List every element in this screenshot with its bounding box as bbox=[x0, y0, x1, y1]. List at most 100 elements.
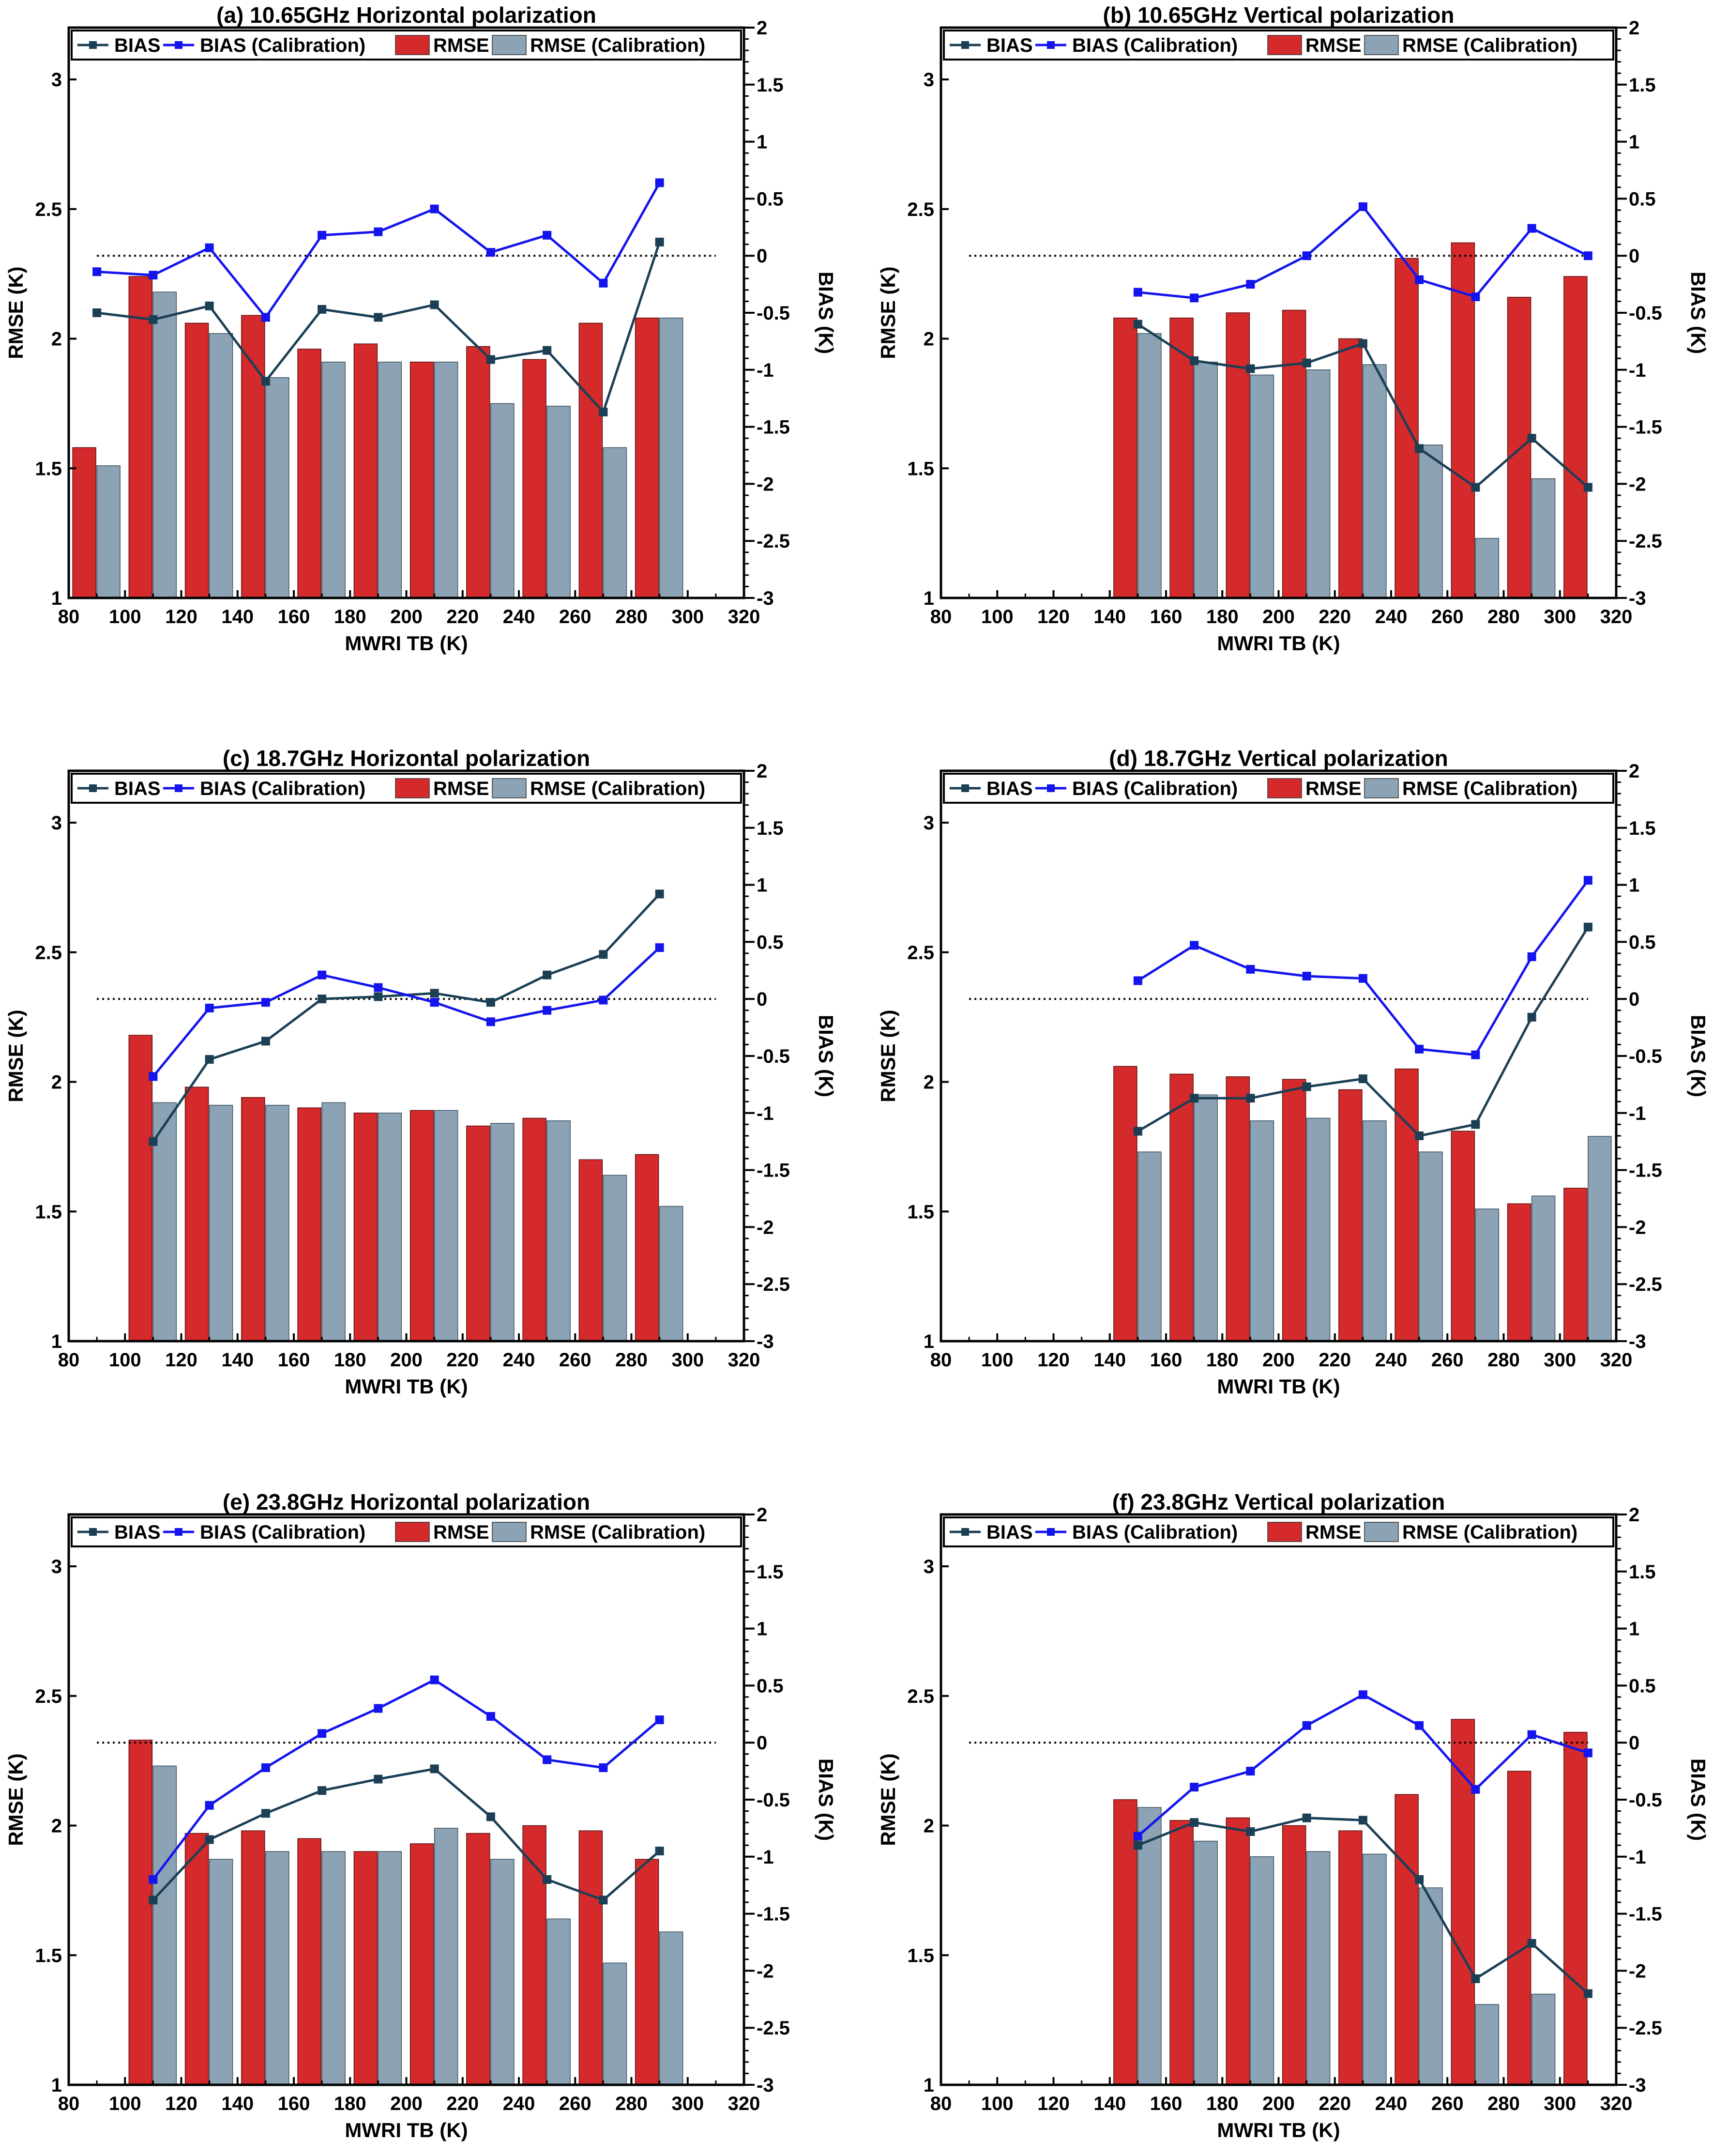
y2-tick-label: 2 bbox=[757, 17, 767, 39]
rmse-bar bbox=[297, 1107, 321, 1342]
rmse-bar bbox=[241, 315, 265, 598]
x-tick-label: 100 bbox=[981, 1349, 1014, 1371]
x-tick-label: 220 bbox=[446, 1349, 479, 1371]
rmse-calibration-bar bbox=[659, 1206, 683, 1342]
rmse-bar bbox=[72, 447, 96, 598]
y-tick-label: 1 bbox=[924, 588, 934, 609]
bias-point bbox=[430, 300, 439, 309]
bias-calibration-point bbox=[261, 1763, 270, 1773]
y2-tick-label: -1.5 bbox=[1629, 417, 1662, 438]
x-tick-label: 200 bbox=[1262, 2093, 1295, 2114]
x-tick-label: 120 bbox=[165, 1349, 197, 1371]
bias-calibration-point bbox=[486, 248, 495, 257]
rmse-bar bbox=[522, 1825, 546, 2085]
y2-tick-label: 2 bbox=[1629, 17, 1639, 39]
x-tick-label: 180 bbox=[1206, 2093, 1239, 2114]
rmse-calibration-bar bbox=[1419, 1887, 1443, 2085]
y2-tick-label: -1.5 bbox=[757, 417, 790, 438]
bias-calibration-point bbox=[599, 278, 608, 288]
x-tick-label: 100 bbox=[981, 606, 1014, 627]
bias-calibration-point bbox=[1471, 1050, 1480, 1059]
bias-point bbox=[1190, 356, 1199, 365]
legend-bar-swatch bbox=[395, 35, 430, 55]
bias-calibration-point bbox=[599, 1763, 608, 1773]
bias-calibration-point bbox=[1246, 964, 1255, 974]
y2-tick-label: 0.5 bbox=[757, 188, 784, 210]
rmse-bar bbox=[353, 343, 378, 598]
panel-title: (a) 10.65GHz Horizontal polarization bbox=[216, 2, 596, 28]
legend-marker-swatch bbox=[1047, 784, 1055, 792]
x-tick-label: 100 bbox=[981, 2093, 1014, 2114]
x-tick-label: 220 bbox=[1319, 2093, 1351, 2114]
x-tick-label: 100 bbox=[109, 1349, 141, 1371]
y2-tick-label: 0 bbox=[757, 989, 767, 1010]
x-tick-label: 240 bbox=[503, 1349, 535, 1371]
bias-calibration-point bbox=[1583, 876, 1592, 885]
legend-bar-swatch bbox=[1267, 778, 1302, 798]
x-tick-label: 180 bbox=[334, 1349, 366, 1371]
rmse-calibration-bar bbox=[1531, 1195, 1556, 1342]
legend: BIAS BIAS (Calibration) RMSE RMSE (Calibrat… bbox=[71, 30, 742, 61]
x-tick-label: 260 bbox=[1431, 1349, 1464, 1371]
legend-marker-swatch bbox=[175, 784, 182, 792]
y2-tick-label: -2.5 bbox=[1629, 1274, 1662, 1295]
y2-tick-label: -2.5 bbox=[1629, 531, 1662, 552]
x-tick-label: 280 bbox=[1487, 606, 1520, 627]
y2-tick-label: -1 bbox=[757, 1103, 774, 1124]
chart-panel: (b) 10.65GHz Vertical polarization 80 100 1… bbox=[877, 2, 1710, 655]
rmse-calibration-bar bbox=[1475, 1208, 1500, 1342]
bias-point bbox=[486, 998, 495, 1007]
rmse-bar bbox=[184, 1833, 209, 2085]
rmse-bar bbox=[1451, 242, 1475, 598]
y2-axis-title: BIAS (K) bbox=[815, 272, 837, 354]
legend-label: RMSE (Calibration) bbox=[1402, 35, 1577, 56]
x-tick-label: 180 bbox=[334, 606, 366, 627]
legend-label: BIAS bbox=[986, 1522, 1033, 1543]
rmse-bar bbox=[409, 361, 434, 598]
y-tick-label: 2.5 bbox=[907, 1686, 934, 1707]
x-tick-label: 120 bbox=[165, 2093, 197, 2114]
bias-point bbox=[655, 889, 664, 899]
rmse-bar bbox=[1282, 309, 1306, 598]
y-tick-label: 2.5 bbox=[907, 942, 934, 963]
bias-point bbox=[1415, 1131, 1424, 1140]
bias-calibration-line bbox=[152, 1678, 661, 1881]
legend-marker-swatch bbox=[175, 41, 182, 49]
rmse-calibration-bar bbox=[265, 1104, 289, 1342]
legend-label: RMSE bbox=[1305, 778, 1362, 799]
rmse-bar bbox=[1282, 1079, 1306, 1342]
panel-title: (d) 18.7GHz Vertical polarization bbox=[1109, 746, 1448, 771]
bias-calibration-point bbox=[1190, 293, 1199, 303]
rmse-bar bbox=[1169, 1073, 1194, 1342]
bias-calibration-point bbox=[1302, 251, 1311, 260]
bias-point bbox=[318, 305, 327, 314]
rmse-calibration-bar bbox=[1306, 369, 1331, 598]
x-tick-label: 200 bbox=[390, 606, 423, 627]
y2-tick-label: -0.5 bbox=[757, 303, 790, 324]
x-tick-label: 180 bbox=[1206, 1349, 1239, 1371]
x-tick-label: 140 bbox=[1093, 606, 1126, 627]
x-tick-label: 240 bbox=[503, 606, 535, 627]
bias-point bbox=[543, 970, 552, 979]
y-tick-label: 2 bbox=[924, 329, 934, 350]
bias-point bbox=[92, 308, 102, 317]
y2-tick-label: -2 bbox=[1629, 1217, 1646, 1238]
x-tick-label: 220 bbox=[446, 606, 479, 627]
rmse-bar bbox=[128, 1035, 153, 1342]
legend-marker-swatch bbox=[89, 41, 97, 49]
y-tick-label: 3 bbox=[924, 812, 934, 834]
y-axis-title: RMSE (K) bbox=[4, 266, 27, 359]
bias-calibration-point bbox=[1471, 1785, 1480, 1794]
bias-point bbox=[1527, 1939, 1536, 1948]
y2-tick-label: 0.5 bbox=[1629, 1675, 1656, 1697]
y2-tick-label: 0 bbox=[1629, 989, 1639, 1010]
x-tick-label: 80 bbox=[930, 1349, 952, 1371]
x-tick-label: 320 bbox=[1600, 606, 1633, 627]
y-tick-label: 1.5 bbox=[907, 1945, 934, 1966]
legend-label: BIAS (Calibration) bbox=[200, 35, 365, 56]
y2-tick-label: 1.5 bbox=[1629, 75, 1656, 96]
bias-calibration-point bbox=[1133, 976, 1142, 985]
bias-point bbox=[374, 313, 383, 322]
bias-point bbox=[1246, 1094, 1255, 1103]
